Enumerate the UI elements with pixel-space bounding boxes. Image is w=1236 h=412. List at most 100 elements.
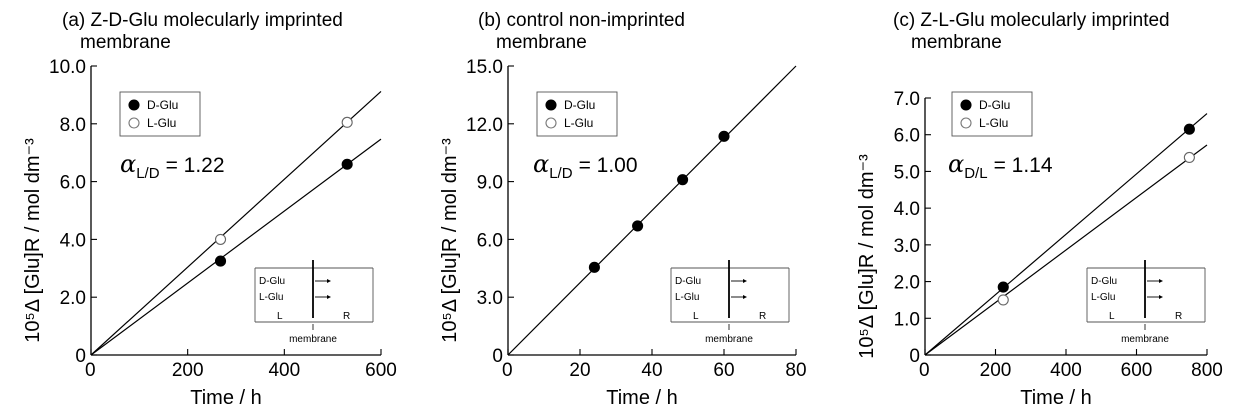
- y-tick-label: 4.0: [894, 199, 920, 220]
- fit-line-d-glu: [924, 113, 1208, 356]
- x-tick-label: 600: [365, 360, 397, 381]
- transport-arrowhead: [1159, 295, 1163, 299]
- selectivity-annotation: αD/L = 1.14: [948, 150, 1053, 182]
- panel-title-line1: (a) Z-D-Glu molecularly imprinted: [62, 10, 343, 31]
- y-tick-label: 6.0: [60, 173, 86, 194]
- fit-line-l-glu: [90, 90, 382, 356]
- y-tick-label: 8.0: [60, 115, 86, 136]
- panel-b: (b) control non-imprintedmembrane03.06.0…: [439, 10, 807, 409]
- transport-arrowhead: [1159, 279, 1163, 283]
- y-tick-label: 2.0: [60, 288, 86, 309]
- legend-label-l-glu: L-Glu: [147, 116, 176, 130]
- fit-line-d-glu: [90, 138, 382, 356]
- schematic-caption: membrane: [1121, 334, 1169, 345]
- y-tick-label: 9.0: [477, 173, 503, 194]
- y-tick-label: 7.0: [894, 89, 920, 110]
- schematic-caption: membrane: [705, 334, 753, 345]
- x-tick-label: 800: [1191, 360, 1223, 381]
- schematic-caption: membrane: [289, 334, 337, 345]
- schematic-right-label: R: [343, 311, 350, 322]
- y-tick-label: 1.0: [894, 309, 920, 330]
- panel-title-line2: membrane: [496, 32, 587, 53]
- data-point-d-glu: [341, 158, 353, 170]
- panel-c: (c) Z-L-Glu molecularly imprintedmembran…: [856, 10, 1223, 409]
- schematic-row-label: L-Glu: [1091, 292, 1115, 303]
- transport-arrowhead: [327, 295, 331, 299]
- panel-title-line1: (c) Z-L-Glu molecularly imprinted: [893, 10, 1170, 31]
- x-tick-label: 600: [1121, 360, 1153, 381]
- legend-marker-d-glu: [960, 99, 972, 111]
- y-tick-label: 4.0: [60, 230, 86, 251]
- data-point-d-glu: [632, 220, 644, 232]
- data-point-d-glu: [997, 281, 1009, 293]
- y-tick-label: 3.0: [477, 288, 503, 309]
- legend-marker-d-glu: [128, 99, 140, 111]
- selectivity-annotation: αL/D = 1.00: [533, 150, 638, 182]
- fit-line-l-glu: [924, 144, 1208, 356]
- x-tick-label: 0: [85, 360, 96, 381]
- y-tick-label: 12.0: [466, 115, 503, 136]
- x-axis-label: Time / h: [1020, 387, 1092, 409]
- panel-title-line2: membrane: [911, 32, 1002, 53]
- legend-marker-l-glu: [128, 117, 140, 129]
- y-tick-label: 3.0: [894, 236, 920, 257]
- legend: [951, 91, 1033, 137]
- schematic-row-label: L-Glu: [259, 292, 283, 303]
- data-point-l-glu: [341, 116, 353, 128]
- data-point-l-glu: [997, 294, 1009, 306]
- x-tick-label: 200: [172, 360, 204, 381]
- x-tick-label: 60: [713, 360, 734, 381]
- legend-marker-d-glu: [545, 99, 557, 111]
- data-point-l-glu: [1183, 151, 1195, 164]
- legend-marker-l-glu: [545, 117, 557, 129]
- alpha-symbol: α: [948, 150, 964, 178]
- y-tick-label: 10.0: [49, 57, 86, 78]
- schematic-left-label: L: [693, 311, 699, 322]
- alpha-value: = 1.22: [166, 154, 225, 177]
- y-tick-label: 15.0: [466, 57, 503, 78]
- schematic-row-label: D-Glu: [1091, 276, 1117, 287]
- x-tick-label: 200: [980, 360, 1012, 381]
- x-tick-label: 0: [919, 360, 930, 381]
- legend-label-l-glu: L-Glu: [564, 116, 593, 130]
- x-axis-label: Time / h: [606, 387, 678, 409]
- data-point-l-glu: [214, 233, 227, 245]
- schematic-left-label: L: [277, 311, 283, 322]
- x-tick-label: 20: [569, 360, 590, 381]
- x-tick-label: 400: [1050, 360, 1082, 381]
- y-tick-label: 0: [75, 346, 86, 367]
- legend-marker-l-glu: [960, 117, 972, 129]
- legend: [119, 91, 201, 137]
- transport-arrowhead: [743, 295, 747, 299]
- data-point-d-glu: [1183, 123, 1195, 135]
- y-tick-label: 6.0: [894, 126, 920, 147]
- alpha-value: = 1.14: [994, 154, 1053, 177]
- fit-line-d-glu: [507, 65, 797, 356]
- y-tick-label: 0: [492, 346, 503, 367]
- alpha-subscript: L/D: [136, 165, 160, 182]
- data-point-d-glu: [677, 174, 689, 186]
- data-point-d-glu: [718, 130, 730, 142]
- legend-label-d-glu: D-Glu: [564, 98, 595, 112]
- x-tick-label: 40: [641, 360, 662, 381]
- schematic-right-label: R: [759, 311, 766, 322]
- transport-arrowhead: [743, 279, 747, 283]
- data-point-d-glu: [214, 255, 227, 267]
- transport-arrowhead: [327, 279, 331, 283]
- panel-title-line2: membrane: [80, 32, 171, 53]
- alpha-subscript: L/D: [549, 165, 573, 182]
- panel-a: (a) Z-D-Glu molecularly imprintedmembran…: [22, 10, 397, 409]
- schematic-row-label: D-Glu: [259, 276, 285, 287]
- panel-title-line1: (b) control non-imprinted: [478, 10, 685, 31]
- x-axis-label: Time / h: [190, 387, 262, 409]
- selectivity-annotation: αL/D = 1.22: [120, 150, 225, 182]
- legend-label-d-glu: D-Glu: [979, 98, 1010, 112]
- y-tick-label: 2.0: [894, 273, 920, 294]
- schematic-row-label: D-Glu: [675, 276, 701, 287]
- y-tick-label: 5.0: [894, 162, 920, 183]
- data-point-d-glu: [588, 261, 600, 273]
- y-axis-label: 10⁵Δ [Glu]R / mol dm⁻³: [856, 154, 878, 359]
